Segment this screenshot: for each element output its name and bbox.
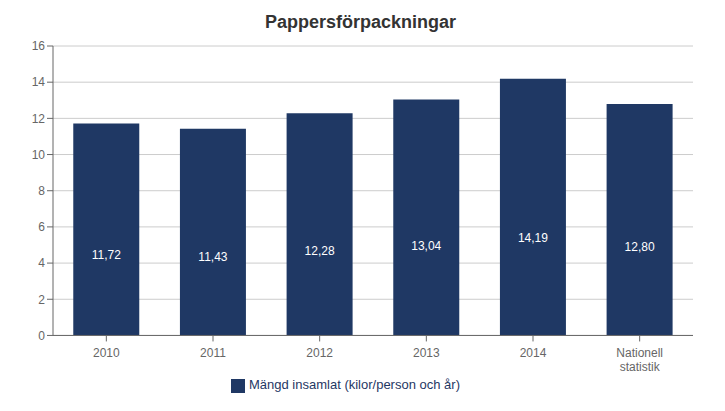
svg-text:6: 6 (38, 220, 45, 234)
svg-text:2012: 2012 (306, 346, 333, 360)
svg-text:8: 8 (38, 184, 45, 198)
html-text:Pappersförpackningar: Pappersförpackningar (265, 12, 456, 32)
svg-text:0: 0 (38, 329, 45, 343)
svg-text:12: 12 (32, 112, 46, 126)
svg-text:11,72: 11,72 (92, 248, 121, 262)
svg-text:4: 4 (38, 256, 45, 270)
svg-text:Nationellstatistik: Nationellstatistik (616, 346, 663, 374)
svg-text:14: 14 (32, 75, 46, 89)
svg-text:2: 2 (38, 293, 45, 307)
svg-text:2013: 2013 (413, 346, 440, 360)
svg-text:2010: 2010 (93, 346, 120, 360)
svg-text:14,19: 14,19 (518, 231, 548, 245)
svg-text:13,04: 13,04 (411, 239, 441, 253)
svg-text:2014: 2014 (520, 346, 547, 360)
svg-text:10: 10 (32, 148, 46, 162)
html-text:Mängd insamlat (kilor/person o: Mängd insamlat (kilor/person och år) (249, 377, 460, 393)
svg-text:11,43: 11,43 (198, 250, 227, 264)
svg-text:16: 16 (32, 39, 46, 53)
svg-text:12,80: 12,80 (625, 240, 655, 254)
svg-text:12,28: 12,28 (305, 244, 335, 258)
svg-text:2011: 2011 (200, 346, 226, 360)
